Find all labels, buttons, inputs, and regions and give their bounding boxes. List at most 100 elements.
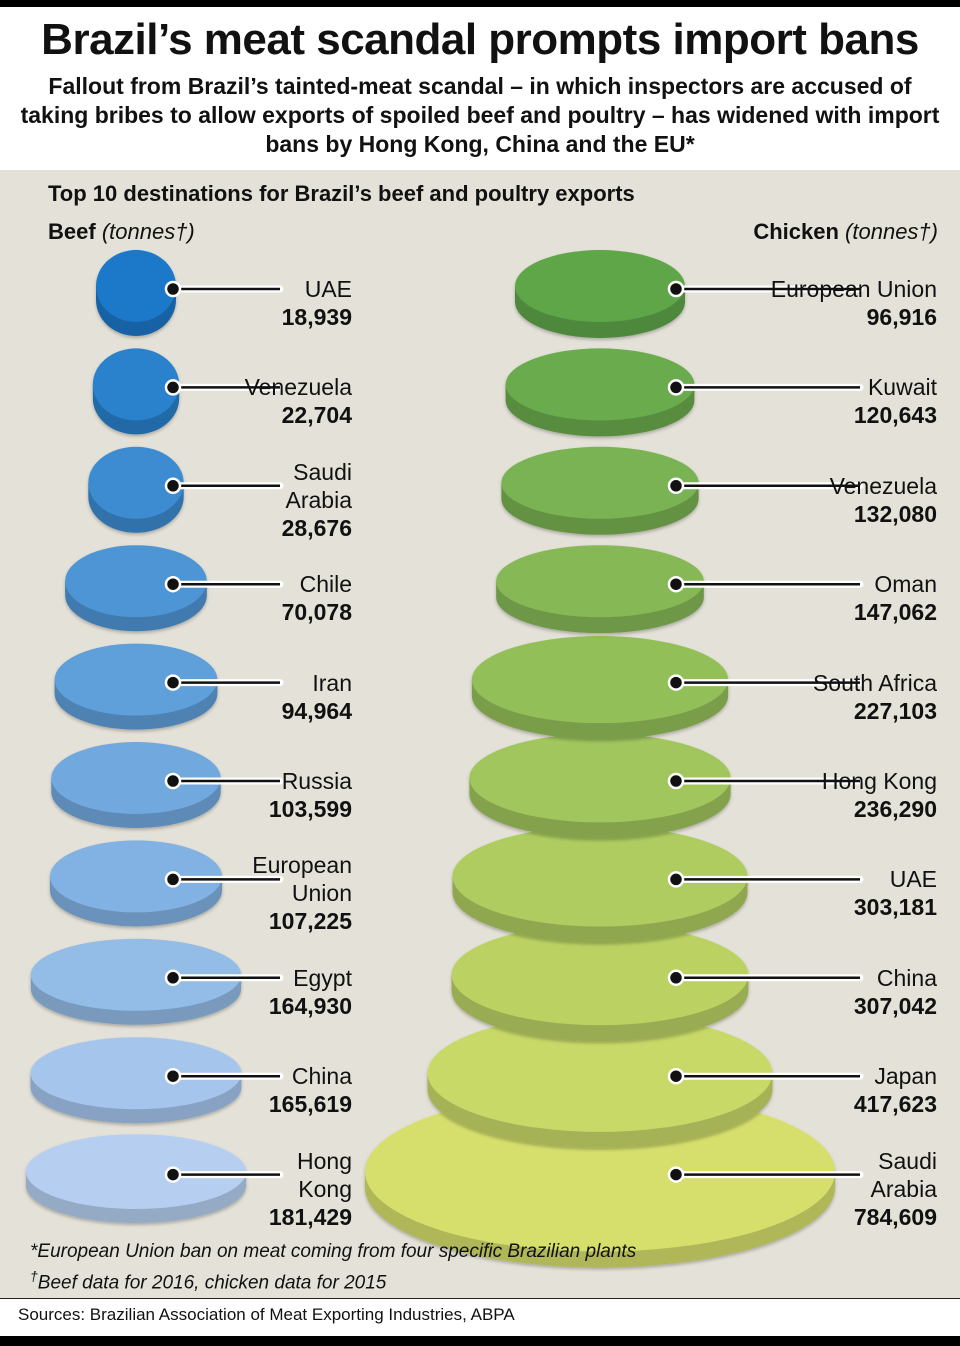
chicken-leader-dot: [667, 871, 685, 888]
chicken-disc: [515, 250, 685, 338]
chicken-category-label: European Union: [770, 276, 937, 302]
beef-leader-dot: [164, 280, 182, 298]
beef-category-label: Russia: [281, 768, 352, 794]
chicken-label: Hong Kong 236,290: [597, 767, 937, 823]
beef-leader-dot: [164, 379, 182, 396]
beef-category-label: Venezuela: [244, 374, 352, 401]
page-title: Brazil’s meat scandal prompts import ban…: [41, 15, 919, 64]
beef-label: Venezuela 22,704: [12, 373, 352, 429]
beef-leader-dot: [164, 477, 182, 495]
chicken-leader-dot: [667, 969, 685, 987]
chicken-column-heading: Chicken (tonnes†): [753, 218, 938, 246]
beef-label: Egypt 164,930: [12, 964, 352, 1020]
chicken-value-label: 303,181: [853, 894, 937, 921]
beef-disc: [88, 446, 184, 533]
chicken-disc-top: [496, 545, 704, 618]
beef-disc: [96, 250, 176, 336]
chicken-label: UAE 303,181: [597, 865, 937, 921]
beef-disc-top: [51, 742, 221, 814]
beef-disc-top: [49, 840, 223, 913]
leader-lines: [164, 280, 864, 1183]
chicken-label: Saudi Arabia 784,609: [597, 1147, 937, 1231]
beef-value-label: 181,429: [268, 1203, 352, 1230]
sources-strip: [0, 1298, 960, 1333]
chicken-category-label: UAE: [889, 866, 937, 893]
beef-category-label: Egypt: [293, 964, 352, 991]
beef-disc: [92, 348, 180, 435]
chicken-category-label: Venezuela: [829, 472, 937, 499]
beef-category-label: Hong: [297, 1147, 352, 1174]
chicken-disc-top: [501, 446, 699, 519]
beef-disc-top: [26, 1134, 246, 1209]
sources-text: Sources: Brazilian Association of Meat E…: [18, 1305, 515, 1324]
chicken-category-label: Arabia: [870, 1175, 937, 1202]
chicken-disc-top: [427, 1014, 773, 1132]
chicken-disc-top: [469, 733, 731, 823]
chicken-disc: [469, 733, 731, 839]
beef-leader-dot: [164, 871, 182, 888]
chicken-label: Oman 147,062: [597, 570, 937, 626]
beef-value-label: 107,225: [268, 908, 352, 935]
footnote-data-years-text: Beef data for 2016, chicken data for 201…: [37, 1272, 387, 1294]
chicken-disc-top: [451, 924, 749, 1026]
beef-category-label: Saudi: [293, 458, 352, 485]
chicken-category-label: South Africa: [812, 669, 937, 696]
beef-unit: (tonnes†): [101, 219, 195, 244]
beef-category-label: Iran: [312, 669, 352, 696]
beef-category-label: Union: [291, 880, 352, 907]
chicken-value-label: 236,290: [853, 796, 937, 822]
chicken-unit: (tonnes†): [845, 219, 938, 244]
chicken-value-label: 417,623: [853, 1091, 937, 1118]
beef-label: China 165,619: [12, 1062, 352, 1118]
chicken-category-label: China: [876, 964, 937, 991]
chicken-label: China 307,042: [597, 964, 937, 1020]
beef-value-label: 28,676: [281, 514, 352, 541]
chicken-disc: [505, 348, 695, 437]
beef-value-label: 22,704: [281, 402, 352, 429]
chicken-leader-dot: [667, 575, 685, 593]
beef-disc: [51, 742, 221, 828]
chicken-disc-top: [471, 636, 729, 724]
chicken-value-label: 120,643: [853, 402, 937, 429]
beef-disc: [49, 840, 223, 927]
chicken-disc-top: [452, 826, 748, 927]
chicken-leader-dot: [667, 772, 685, 790]
chicken-category-label: Saudi: [878, 1147, 937, 1174]
beef-value-label: 103,599: [268, 796, 352, 822]
footnote-eu-ban: *European Union ban on meat coming from …: [30, 1241, 637, 1262]
beef-label: UAE 18,939: [12, 275, 352, 331]
beef-disc-top: [92, 348, 180, 421]
beef-disc: [54, 643, 218, 730]
beef-label: European Union 107,225: [12, 851, 352, 935]
beef-disc: [26, 1134, 246, 1223]
beef-column-heading: Beef (tonnes†): [48, 218, 195, 246]
beef-label: Saudi Arabia 28,676: [12, 458, 352, 542]
chicken-label: Venezuela 132,080: [597, 472, 937, 528]
chicken-label: Kuwait 120,643: [597, 373, 937, 429]
chicken-leader-dot: [667, 1166, 685, 1183]
chicken-category-label: Kuwait: [867, 374, 937, 401]
chicken-leader-dot: [667, 1067, 685, 1085]
chicken-category-label: Oman: [874, 571, 937, 598]
chicken-disc: [451, 924, 749, 1042]
beef-disc-top: [65, 545, 207, 618]
beef-disc-top: [30, 938, 242, 1011]
chicken-label: Japan 417,623: [597, 1062, 937, 1118]
chicken-disc-top: [505, 348, 695, 421]
beef-label: Chile 70,078: [12, 570, 352, 626]
beef-label: Russia 103,599: [12, 767, 352, 823]
chicken-series-name: Chicken: [753, 219, 839, 244]
beef-value-label: 164,930: [268, 992, 352, 1019]
beef-value-label: 165,619: [268, 1091, 352, 1118]
beef-leader-dot: [164, 772, 182, 790]
chicken-disc: [501, 446, 699, 535]
chicken-value-label: 132,080: [853, 500, 937, 527]
beef-value-label: 70,078: [281, 599, 352, 626]
chicken-disc: [496, 545, 704, 634]
beef-category-label: Chile: [299, 571, 352, 598]
beef-leader-dot: [164, 674, 182, 691]
beef-disc-top: [30, 1037, 242, 1110]
chicken-leader-dot: [667, 477, 685, 495]
